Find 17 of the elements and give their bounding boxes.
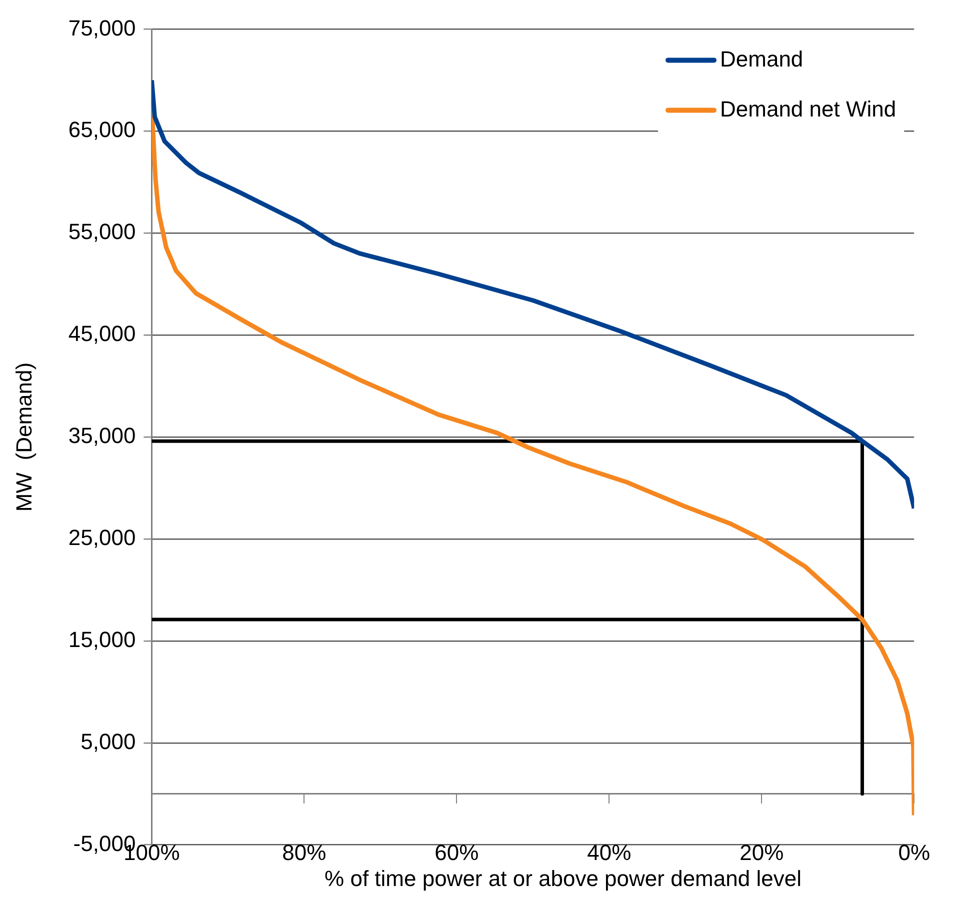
legend-label: Demand [720, 46, 804, 72]
x-tick-label: 60% [434, 840, 479, 866]
x-tick-label: 80% [282, 840, 326, 866]
x-tick-label: 40% [587, 840, 632, 866]
y-tick-label: 35,000 [68, 423, 136, 448]
y-tick-label: 65,000 [68, 117, 136, 142]
x-axis-title: % of time power at or above power demand level [324, 866, 802, 892]
y-tick-label: 55,000 [68, 219, 136, 244]
y-tick-label: 15,000 [68, 626, 136, 652]
x-tick-label: 0% [898, 840, 930, 866]
y-tick-label: 75,000 [68, 15, 136, 40]
y-tick-label: 45,000 [68, 321, 136, 346]
y-axis-title: MW (Demand) [11, 362, 36, 512]
x-tick-label: 20% [740, 840, 784, 866]
y-tick-label: 5,000 [80, 728, 136, 754]
y-tick-label: 25,000 [68, 525, 136, 550]
legend-label: Demand net Wind [720, 96, 896, 122]
